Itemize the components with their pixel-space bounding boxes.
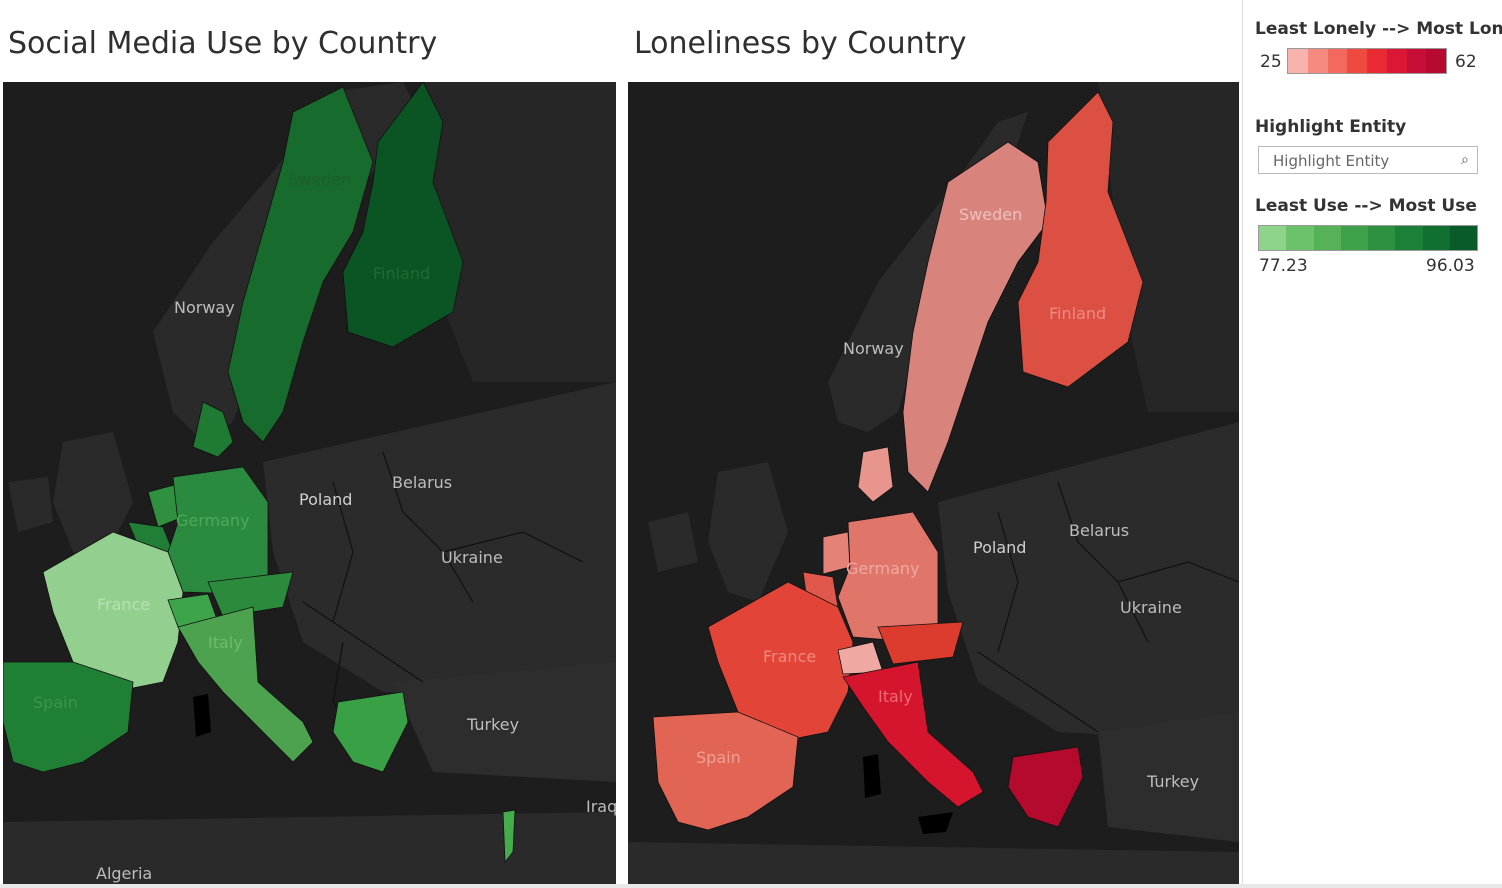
map-label-finland: Finland [373, 264, 430, 283]
france-shape[interactable] [707, 581, 854, 743]
map-label-norway: Norway [174, 298, 235, 317]
map-label-france: France [763, 647, 816, 666]
land-ireland [648, 512, 698, 572]
italy-shape[interactable] [842, 661, 984, 808]
loneliness-color-ramp [1287, 48, 1447, 74]
map-label-poland: Poland [973, 538, 1026, 557]
map-label-turkey: Turkey [1146, 772, 1199, 791]
land-turkey [393, 662, 616, 782]
map-label-poland: Poland [299, 490, 352, 509]
sweden-shape[interactable] [227, 86, 374, 443]
map-label-sweden: Sweden [959, 205, 1022, 224]
france-shape[interactable] [42, 531, 184, 693]
ramp-swatch [1307, 49, 1328, 73]
ramp-swatch [1395, 226, 1423, 250]
map-label-germany: Germany [176, 511, 250, 530]
austria-shape[interactable] [207, 571, 294, 618]
germany-shape[interactable] [167, 466, 269, 595]
ramp-swatch [1426, 49, 1446, 73]
ramp-swatch [1340, 226, 1368, 250]
map-label-ukraine: Ukraine [441, 548, 503, 567]
loneliness-legend-title: Least Lonely --> Most Lon.. [1255, 19, 1502, 39]
bottom-divider [0, 884, 1502, 888]
land-east [938, 422, 1239, 742]
greece-shape[interactable] [332, 691, 409, 773]
land-east [263, 382, 616, 702]
loneliness-legend-min: 25 [1260, 52, 1282, 72]
ramp-swatch [1422, 226, 1450, 250]
sardinia-shape [863, 754, 881, 798]
loneliness-map[interactable]: Sweden Finland Norway Belarus Poland Ger… [628, 82, 1239, 884]
ramp-swatch [1449, 226, 1477, 250]
social-use-legend-min: 77.23 [1259, 256, 1308, 276]
social-use-legend-title: Least Use --> Most Use [1255, 196, 1477, 216]
social-use-color-ramp [1258, 225, 1478, 251]
social-media-title: Social Media Use by Country [8, 26, 438, 61]
sweden-shape[interactable] [902, 141, 1049, 493]
land-uk [53, 432, 133, 562]
sardinia-shape [193, 694, 211, 737]
ramp-swatch [1367, 49, 1387, 73]
map-label-italy: Italy [878, 687, 913, 706]
legend-panel: Least Lonely --> Most Lon.. 25 62 Highli… [1242, 0, 1502, 888]
search-icon[interactable]: ⌕ [1461, 152, 1469, 168]
map-label-sweden: Sweden [288, 170, 351, 189]
social-use-legend-max: 96.03 [1426, 256, 1475, 276]
map-label-germany: Germany [846, 559, 920, 578]
highlight-entity-search[interactable]: ⌕ [1258, 146, 1478, 174]
ramp-swatch [1368, 226, 1396, 250]
land-russia-north [423, 82, 616, 382]
austria-shape[interactable] [877, 621, 964, 665]
loneliness-legend-max: 62 [1455, 52, 1477, 72]
ramp-swatch [1347, 49, 1367, 73]
italy-shape[interactable] [177, 606, 314, 763]
map-label-belarus: Belarus [1069, 521, 1129, 540]
land-turkey [1098, 712, 1239, 842]
land-russia-north [1098, 82, 1239, 412]
loneliness-title: Loneliness by Country [634, 26, 967, 61]
social-media-map[interactable]: Sweden Finland Norway Belarus Poland Ger… [3, 82, 616, 884]
greece-shape[interactable] [1007, 746, 1084, 828]
denmark-shape[interactable] [192, 401, 234, 458]
highlight-entity-title: Highlight Entity [1255, 117, 1407, 137]
ramp-swatch [1313, 226, 1341, 250]
ramp-swatch [1386, 49, 1407, 73]
israel-shape[interactable] [502, 809, 516, 864]
map-label-spain: Spain [33, 693, 78, 712]
land-uk [708, 462, 788, 602]
map-label-italy: Italy [208, 633, 243, 652]
map-label-finland: Finland [1049, 304, 1106, 323]
map-label-france: France [97, 595, 150, 614]
map-label-norway: Norway [843, 339, 904, 358]
finland-shape[interactable] [342, 82, 464, 348]
map-label-ukraine: Ukraine [1120, 598, 1182, 617]
map-label-iraq: Iraq [586, 797, 616, 816]
map-label-belarus: Belarus [392, 473, 452, 492]
map-label-spain: Spain [696, 748, 741, 767]
land-ireland [8, 477, 53, 532]
ramp-swatch [1406, 49, 1427, 73]
spain-shape[interactable] [652, 711, 799, 831]
ramp-swatch [1288, 49, 1308, 73]
ramp-swatch [1286, 226, 1314, 250]
denmark-shape[interactable] [857, 446, 894, 503]
ramp-swatch [1327, 49, 1348, 73]
highlight-entity-input[interactable] [1271, 148, 1455, 174]
map-label-algeria: Algeria [96, 864, 152, 883]
ramp-swatch [1259, 226, 1287, 250]
finland-shape[interactable] [1017, 91, 1144, 388]
spain-shape[interactable] [3, 661, 134, 773]
sicily-shape [918, 812, 953, 834]
map-label-turkey: Turkey [466, 715, 519, 734]
land-africa [3, 812, 616, 884]
land-africa [628, 842, 1239, 884]
